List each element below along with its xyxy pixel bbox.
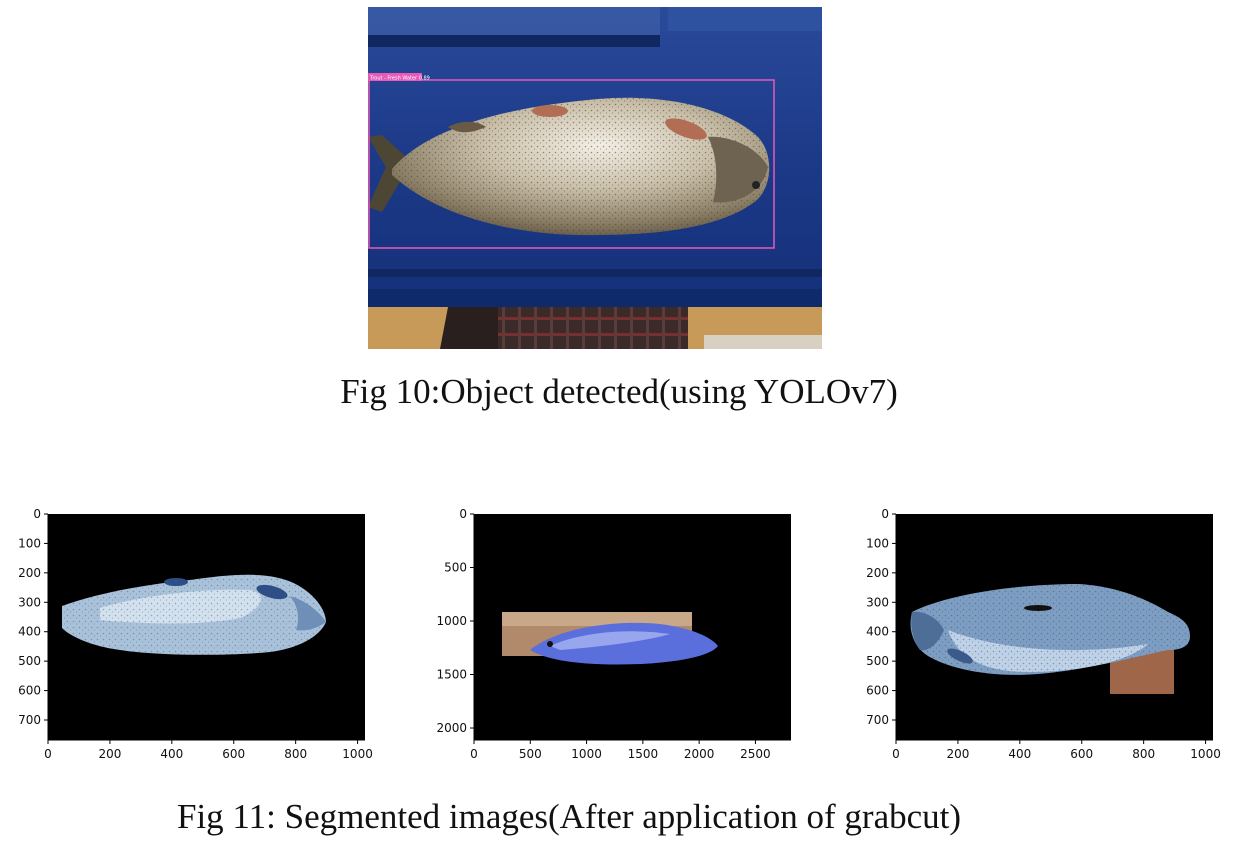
- segmented-plot-2: 0 500 1000 1500 2000 0 500 1000 1500 2000 2500: [410, 500, 810, 775]
- plot-3-ytick-label: 600: [866, 684, 889, 698]
- plot-2-xtick-label: 500: [519, 747, 542, 761]
- segmented-plot-3: 0 100 200 300 400 500 600 700 0 200 400 600 800 1000: [848, 500, 1233, 775]
- plot-1-xtick-label: 1000: [342, 747, 373, 761]
- plot-2-ytick-label: 0: [459, 507, 467, 521]
- plot-3-ytick-label: 100: [866, 536, 889, 550]
- plot-3-xtick-label: 200: [946, 747, 969, 761]
- figure-11-caption: Fig 11: Segmented images(After applicati…: [176, 797, 962, 836]
- plot-3-ytick-label: 500: [866, 654, 889, 668]
- plot-2-xtick-label: 1500: [628, 747, 659, 761]
- plot-3-xtick-label: 600: [1070, 747, 1093, 761]
- plot-2-axes: [473, 514, 791, 741]
- plot-1-ytick-label: 100: [18, 536, 41, 550]
- segmented-fish-1: [62, 574, 326, 655]
- plot-1-ytick-label: 500: [18, 654, 41, 668]
- plot-2-xtick-label: 0: [470, 747, 478, 761]
- plot-1-xtick-label: 0: [44, 747, 52, 761]
- figure-10-caption: Fig 10:Object detected(using YOLOv7): [340, 372, 898, 411]
- plot-3-axes: [895, 514, 1213, 741]
- plot-2-ytick-label: 1500: [436, 668, 467, 682]
- plot-2-ytick-label: 2000: [436, 721, 467, 735]
- detection-label: Trout - Fresh Water 0.89: [369, 76, 430, 82]
- plot-1-ytick-label: 400: [18, 625, 41, 639]
- detection-label-background: [368, 73, 422, 81]
- plot-1-xtick-label: 400: [160, 747, 183, 761]
- plot-1-xtick-label: 800: [284, 747, 307, 761]
- plot-3-ytick-label: 400: [866, 625, 889, 639]
- plot-3-xtick-label: 400: [1008, 747, 1031, 761]
- plot-2-xtick-label: 2000: [684, 747, 715, 761]
- plot-1-ytick-label: 200: [18, 566, 41, 580]
- plot-2-ytick-label: 1000: [436, 614, 467, 628]
- plot-3-ytick-label: 300: [866, 595, 889, 609]
- plot-2-xtick-label: 1000: [571, 747, 602, 761]
- plot-3-ytick-label: 200: [866, 566, 889, 580]
- segmented-fish-3: [910, 584, 1190, 694]
- segmented-plot-1: 0 100 200 300 400 500 600 700 0 200 400 600 800 1000: [0, 500, 380, 775]
- plot-1-xtick-label: 600: [222, 747, 245, 761]
- segmented-fish-2: [502, 612, 718, 665]
- plot-1-axes: [47, 514, 365, 741]
- plot-1-ytick-label: 600: [18, 684, 41, 698]
- figure-10: Trout - Fresh Water 0.89: [368, 7, 822, 349]
- plot-3-xtick-label: 800: [1132, 747, 1155, 761]
- plot-3-ytick-label: 0: [881, 507, 889, 521]
- trout-fish: [368, 97, 770, 236]
- plot-2-ytick-label: 500: [444, 561, 467, 575]
- plot-2-xtick-label: 2500: [740, 747, 771, 761]
- plot-1-ytick-label: 0: [33, 507, 41, 521]
- plot-1-xtick-label: 200: [98, 747, 121, 761]
- detection-bounding-box: [368, 79, 775, 249]
- plot-1-ytick-label: 700: [18, 713, 41, 727]
- plot-3-ytick-label: 700: [866, 713, 889, 727]
- plot-3-xtick-label: 1000: [1190, 747, 1221, 761]
- detection-photo: Trout - Fresh Water 0.89: [368, 7, 822, 349]
- plot-1-ytick-label: 300: [18, 595, 41, 609]
- plot-3-xtick-label: 0: [892, 747, 900, 761]
